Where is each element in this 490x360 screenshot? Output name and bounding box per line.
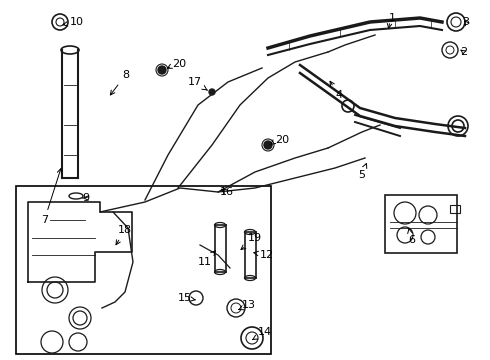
Bar [16, 186, 271, 354]
Text: 14: 14 [253, 327, 272, 339]
Text: 10: 10 [63, 17, 84, 27]
Text: 6: 6 [408, 229, 415, 245]
Text: 12: 12 [254, 250, 274, 260]
Text: 2: 2 [460, 47, 467, 57]
Text: 4: 4 [330, 81, 342, 100]
Text: 7: 7 [41, 169, 62, 225]
Text: 3: 3 [462, 17, 469, 27]
Circle shape [158, 66, 166, 74]
Text: 19: 19 [241, 233, 262, 249]
Text: 16: 16 [220, 187, 234, 197]
Text: 9: 9 [82, 193, 89, 203]
Circle shape [264, 141, 272, 149]
Bar [450, 205, 460, 213]
Circle shape [209, 89, 215, 95]
Text: 18: 18 [116, 225, 132, 245]
Text: 8: 8 [110, 70, 129, 95]
Bar [385, 195, 457, 253]
Text: 17: 17 [188, 77, 207, 90]
Text: 11: 11 [198, 251, 216, 267]
Text: 5: 5 [358, 163, 367, 180]
Text: 1: 1 [389, 13, 395, 23]
Text: 20: 20 [172, 59, 186, 69]
Text: 20: 20 [275, 135, 289, 145]
Text: 13: 13 [239, 300, 256, 310]
Text: 15: 15 [178, 293, 195, 303]
